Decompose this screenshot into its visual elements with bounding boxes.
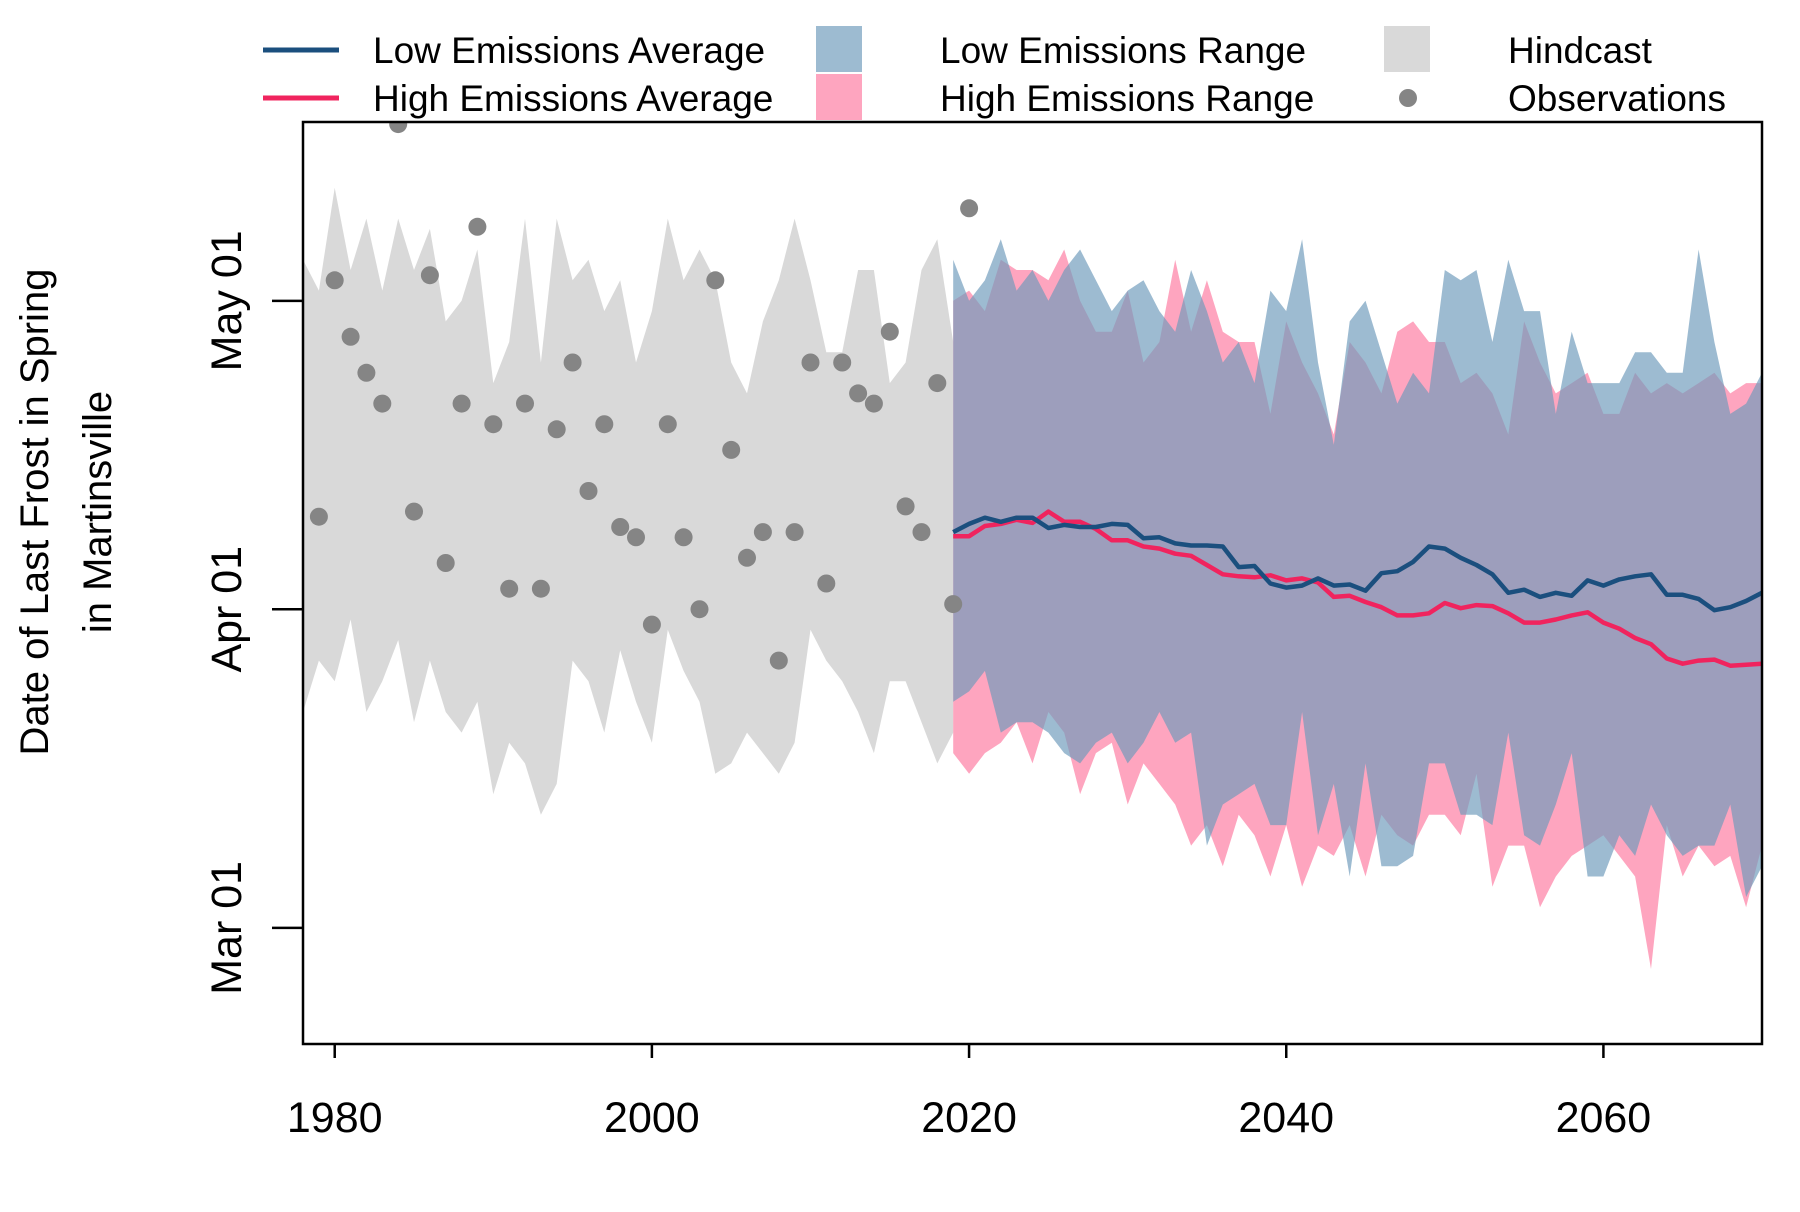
legend-label: High Emissions Range <box>940 78 1314 119</box>
y-tick-label: Apr 01 <box>203 546 251 673</box>
observation-point <box>833 353 852 372</box>
observation-point <box>357 363 376 382</box>
y-tick-label: Mar 01 <box>203 861 251 995</box>
observation-point <box>627 528 645 547</box>
observation-point <box>611 518 630 536</box>
observation-point <box>309 507 328 526</box>
x-tick-label: 2040 <box>1238 1094 1334 1142</box>
observation-point <box>864 394 883 413</box>
legend-item: High Emissions Range <box>816 74 1314 120</box>
observation-point <box>690 600 709 619</box>
observation-point <box>849 384 868 403</box>
legend-item: Low Emissions Average <box>263 30 765 71</box>
legend-box-swatch <box>816 74 862 120</box>
plot-area <box>303 122 1762 969</box>
observation-point <box>373 394 392 413</box>
observation-point <box>769 651 788 670</box>
low-emissions-average-line <box>952 515 1762 613</box>
hindcast-band <box>303 187 954 815</box>
x-tick-label: 2000 <box>604 1094 700 1142</box>
axes: 1980 2000 2020 2040 2060 Mar 01 Apr 01 May 01 <box>203 120 1764 1142</box>
observation-point <box>658 415 677 434</box>
legend-label: High Emissions Average <box>373 78 773 119</box>
observation-point <box>785 523 804 542</box>
observation-point <box>563 353 582 372</box>
legend-box-swatch <box>1384 26 1430 72</box>
observation-point <box>738 548 756 567</box>
observation-point <box>436 554 455 572</box>
observation-point <box>325 271 344 290</box>
observation-point <box>880 322 899 341</box>
observation-point <box>389 122 408 134</box>
legend-label: Low Emissions Average <box>373 30 765 71</box>
legend-item: Hindcast <box>1384 26 1653 72</box>
observation-point <box>547 420 566 439</box>
observation-point <box>341 327 360 346</box>
y-tick-label: May 01 <box>203 230 251 371</box>
observation-point <box>468 217 487 236</box>
observation-point <box>960 199 979 218</box>
observation-point <box>579 482 598 500</box>
observation-point <box>753 523 772 542</box>
observation-point <box>531 579 550 598</box>
legend-box-swatch <box>816 26 862 72</box>
x-tick-label: 2060 <box>1556 1094 1652 1142</box>
y-axis-label-line-2: in Martinsville <box>76 391 120 633</box>
observation-point <box>484 415 503 434</box>
observation-point <box>817 574 836 593</box>
x-tick-label: 1980 <box>287 1094 383 1142</box>
observation-point <box>801 353 820 372</box>
observation-point <box>706 271 725 290</box>
observation-point <box>642 615 661 634</box>
observation-point <box>722 440 741 459</box>
legend-item: Observations <box>1399 78 1726 119</box>
legend-item: Low Emissions Range <box>816 26 1306 72</box>
legend: Low Emissions Average High Emissions Aver… <box>263 26 1726 120</box>
y-axis-label-line-1: Date of Last Frost in Spring <box>13 269 57 756</box>
observation-point <box>674 528 693 547</box>
legend-label: Hindcast <box>1508 30 1653 71</box>
observation-point <box>405 502 423 521</box>
x-tick-label: 2020 <box>921 1094 1017 1142</box>
observation-point <box>928 374 947 393</box>
observation-point <box>420 266 439 285</box>
observation-point <box>516 394 534 413</box>
observation-point <box>944 595 963 614</box>
observation-point <box>452 394 471 413</box>
observation-point <box>500 579 519 598</box>
observation-point <box>912 523 931 542</box>
legend-label: Observations <box>1508 78 1726 119</box>
legend-dot-swatch <box>1399 89 1417 107</box>
legend-item: High Emissions Average <box>263 78 773 119</box>
plot-border <box>301 120 1764 1046</box>
observation-point <box>595 415 614 434</box>
low-emissions-range-band <box>953 239 1762 897</box>
legend-label: Low Emissions Range <box>940 30 1306 71</box>
observation-point <box>896 497 915 516</box>
